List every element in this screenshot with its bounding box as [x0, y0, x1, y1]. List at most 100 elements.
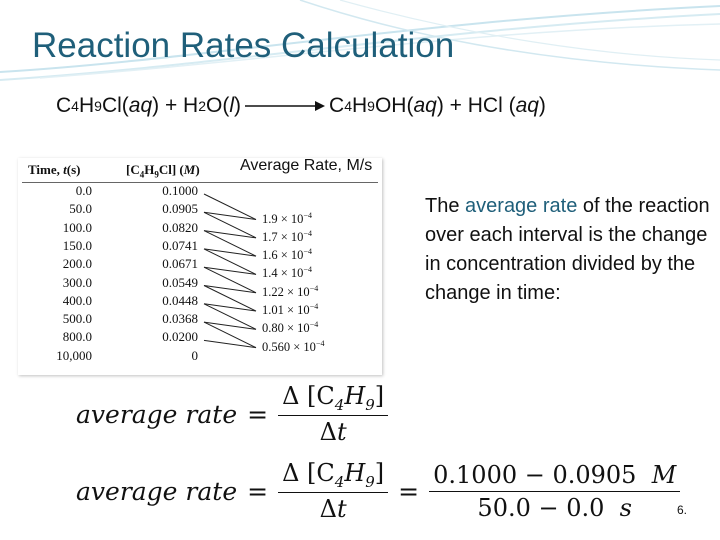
rate-mantissa: 0.80 × 10 — [262, 321, 310, 336]
eq-sub: 4 — [344, 98, 352, 114]
interval-line — [203, 321, 257, 330]
eq-text: ) — [234, 94, 242, 117]
eq-sub: 4 — [71, 98, 79, 114]
rate-exponent: −4 — [309, 302, 319, 312]
num-text: ] — [374, 381, 385, 410]
num-value: 0.1000 − 0.0905 — [433, 460, 637, 489]
time-cell: 200.0 — [62, 256, 92, 272]
formula-fraction: Δ [C4H9] Δt — [278, 381, 389, 446]
formula-equals: = — [247, 476, 269, 506]
eq-text: Cl( — [101, 94, 129, 117]
num-text: H — [344, 458, 366, 487]
value-denominator: 50.0 − 0.0 s — [473, 492, 636, 522]
header-sub: 4 — [139, 169, 145, 180]
time-cell: 10,000 — [56, 347, 92, 363]
average-rate-value: 1.7 × 10−4 — [262, 229, 312, 245]
interval-line — [203, 321, 257, 349]
page-number: 6. — [677, 503, 688, 517]
formula-equals: = — [247, 399, 269, 429]
den-value: 50.0 − 0.0 — [477, 493, 605, 522]
fraction-denominator: Δt — [316, 416, 351, 446]
interval-line — [203, 285, 257, 294]
num-text: H — [344, 381, 366, 410]
rate-exponent: −4 — [303, 247, 312, 257]
rate-mantissa: 1.4 × 10 — [262, 266, 304, 281]
num-sub: 9 — [365, 472, 375, 491]
time-cell: 150.0 — [62, 237, 92, 253]
rate-exponent: −4 — [303, 265, 312, 275]
eq-text: OH( — [374, 94, 414, 117]
eq-text: H — [351, 94, 368, 117]
concentration-cell: 0.0905 — [162, 201, 198, 217]
header-unit: (s) — [66, 162, 81, 177]
slide-title: Reaction Rates Calculation — [32, 26, 455, 65]
num-sub: 9 — [365, 395, 375, 414]
average-rate-value: 1.6 × 10−4 — [262, 247, 312, 263]
average-rate-value: 1.22 × 10−4 — [262, 284, 318, 300]
header-text: Cl] ( — [158, 162, 184, 177]
description-before: The — [425, 195, 466, 217]
eq-phase: aq — [515, 94, 539, 117]
interval-line — [203, 303, 257, 330]
num-sub: 4 — [334, 395, 345, 414]
rate-mantissa: 0.560 × 10 — [262, 339, 316, 354]
eq-text: ) + HCl ( — [436, 94, 516, 117]
rate-exponent: −4 — [309, 320, 319, 330]
eq-sub: 9 — [94, 98, 102, 114]
average-rate-formula: average rate = Δ [C4H9] Δt — [76, 382, 390, 446]
interval-line — [203, 339, 257, 349]
header-text: ) — [195, 162, 200, 177]
concentration-cell: 0.0368 — [162, 311, 198, 327]
concentration-cell: 0.0549 — [162, 274, 198, 290]
header-sub: 9 — [154, 169, 159, 180]
time-cell: 400.0 — [62, 292, 92, 308]
eq-text: C — [329, 94, 345, 117]
concentration-cell: 0.0671 — [162, 256, 198, 272]
interval-zigzag — [203, 193, 257, 349]
concentration-cell: 0 — [191, 347, 199, 363]
description-text: The average rate of the reaction over ea… — [425, 192, 710, 308]
time-cell: 800.0 — [62, 329, 92, 345]
num-sub: 4 — [334, 472, 345, 491]
rate-exponent: −4 — [309, 283, 319, 293]
formula-lhs: average rate — [76, 399, 238, 429]
time-cell: 0.0 — [75, 183, 92, 198]
eq-text: ) — [538, 94, 546, 117]
reaction-arrow-icon — [245, 101, 326, 111]
num-text: Δ [C — [282, 458, 335, 487]
interval-line — [203, 248, 257, 257]
formula-value-fraction: 0.1000 − 0.0905 M 50.0 − 0.0 s — [429, 460, 681, 522]
average-rate-substituted-formula: average rate = Δ [C4H9] Δt = 0.1000 − 0.… — [76, 456, 681, 526]
rate-mantissa: 1.01 × 10 — [262, 303, 310, 318]
average-rate-value: 0.560 × 10−4 — [262, 339, 324, 355]
formula-lhs: average rate — [76, 476, 238, 506]
value-numerator: 0.1000 − 0.0905 M — [429, 460, 681, 492]
interval-line — [203, 211, 257, 239]
header-divider — [22, 182, 378, 183]
eq-text: O( — [206, 94, 230, 117]
description-highlight: average rate — [465, 195, 578, 217]
interval-line — [203, 230, 257, 239]
interval-line — [203, 193, 257, 220]
rate-mantissa: 1.22 × 10 — [262, 284, 310, 299]
rate-exponent: −4 — [315, 338, 325, 348]
eq-text: ) + H — [152, 94, 199, 117]
formula-equals-2: = — [398, 476, 420, 506]
fraction-numerator: Δ [C4H9] — [278, 458, 389, 494]
eq-phase: l — [229, 94, 235, 117]
interval-line — [203, 303, 257, 312]
header-text: Time, — [28, 162, 64, 177]
average-rate-value: 1.4 × 10−4 — [262, 265, 312, 281]
time-cell: 50.0 — [69, 201, 92, 217]
concentration-cell: 0.0741 — [162, 237, 198, 253]
eq-text: H — [78, 94, 95, 117]
interval-line — [203, 230, 257, 257]
chemical-equation: C 4 H 9 Cl(aq) + H 2 O(l) C 4 H 9 OH(aq) + HCl (aq… — [56, 94, 546, 118]
rate-mantissa: 1.7 × 10 — [262, 229, 304, 244]
time-column-header: Time, t(s) — [28, 158, 81, 182]
interval-line — [203, 211, 257, 221]
den-text: Δ — [319, 418, 337, 447]
den-var: t — [336, 495, 347, 524]
fraction-denominator: Δt — [316, 493, 351, 523]
concentration-column-header: [C4H9Cl] (M) — [126, 158, 200, 182]
